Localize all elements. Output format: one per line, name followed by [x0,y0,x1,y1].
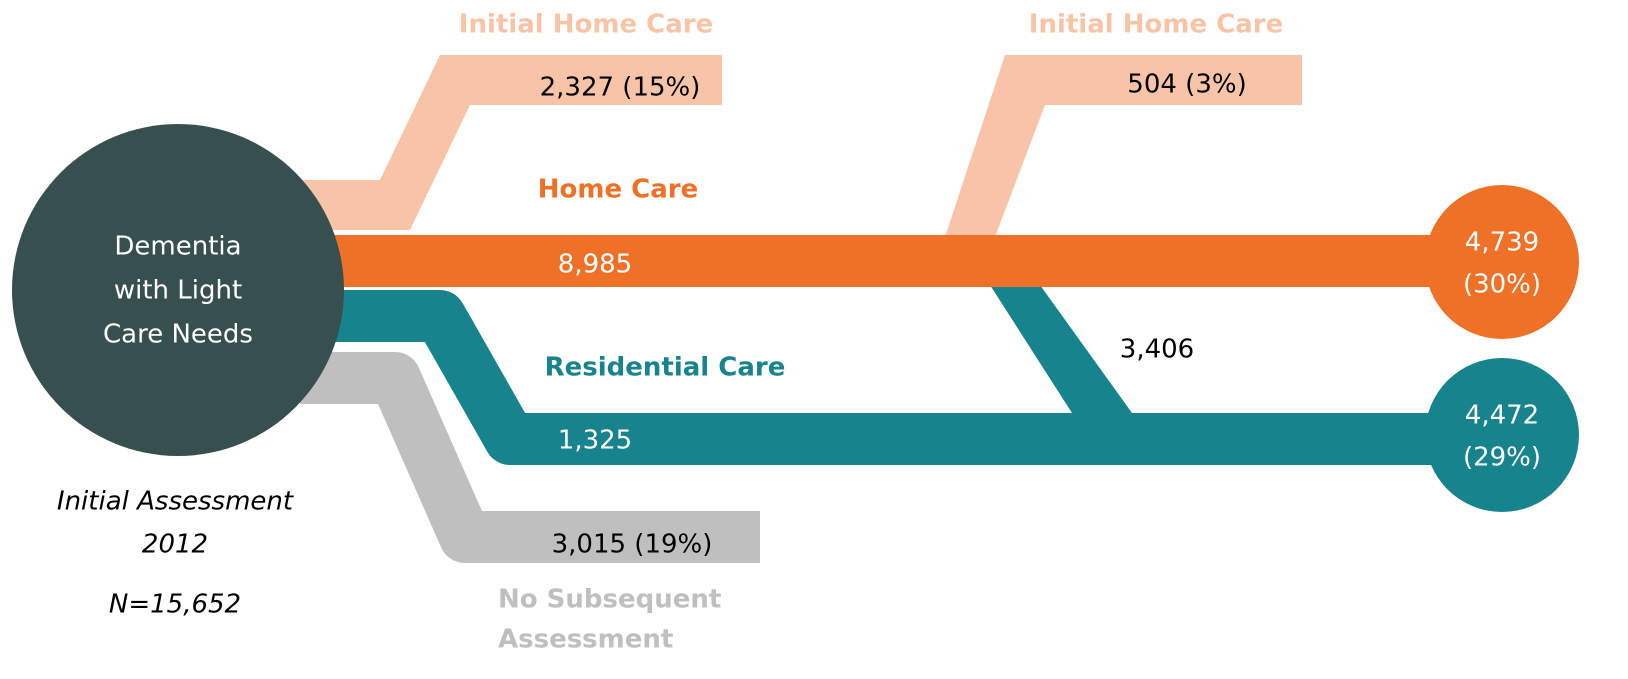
outcome-value: 4,739 [1465,228,1539,258]
flow-value: 3,015 (19%) [552,530,713,560]
residential-care-flow [330,290,1500,465]
flow-value: 1,325 [558,426,632,456]
outcome-share: (29%) [1463,443,1541,473]
caption: 2012 [142,530,208,560]
source-label: Care Needs [103,320,253,350]
no-assessment-flow [300,352,760,563]
home-care-outcome [1425,185,1579,339]
outcome-value: 4,472 [1465,401,1539,431]
flow-value: 504 (3%) [1127,70,1246,100]
outcome-share: (30%) [1463,270,1541,300]
home-care-flow [320,235,1480,287]
flow-name: No Subsequent [498,585,721,615]
flow-name: Assessment [498,625,673,655]
flow-name: Residential Care [545,353,786,383]
flow-value: 2,327 (15%) [540,73,701,103]
flow-value: 8,985 [558,250,632,280]
residential-outcome [1425,358,1579,512]
caption: Initial Assessment [57,487,294,517]
flow-value: 3,406 [1120,335,1194,365]
sample-size: N=15,652 [109,590,241,620]
source-label: Dementia [114,232,241,262]
flow-name: Initial Home Care [459,10,713,40]
source-node [12,124,344,456]
source-label: with Light [114,276,242,306]
flow-name: Home Care [538,175,698,205]
initial-home-care-flow [300,55,722,230]
transfer-flow [990,285,1132,413]
flow-name: Initial Home Care [1029,10,1283,40]
initial-home-care-flow-2 [945,55,1302,237]
